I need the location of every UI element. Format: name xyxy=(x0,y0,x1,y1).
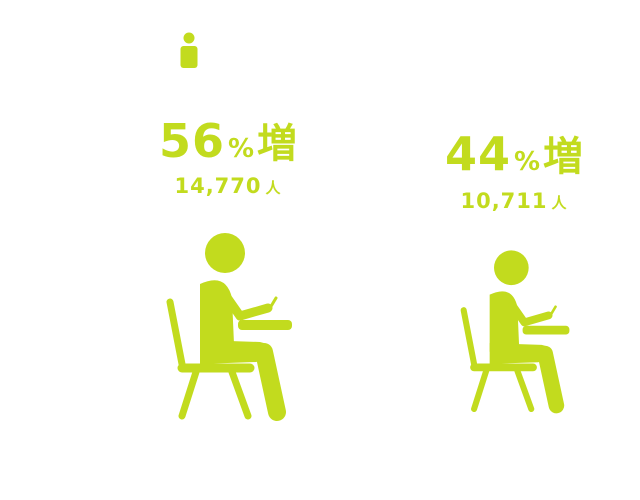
person-icon xyxy=(180,32,198,68)
seated-student-icon xyxy=(460,250,570,414)
percent-sign: % xyxy=(513,147,541,177)
increase-percentage: 56 % 増 xyxy=(148,118,308,164)
count-value: 10,711 xyxy=(460,189,548,213)
count-unit: 人 xyxy=(265,179,282,197)
increase-suffix: 増 xyxy=(543,134,584,180)
people-count: 14,770 人 xyxy=(148,176,308,197)
people-count: 10,711 人 xyxy=(432,191,596,212)
count-unit: 人 xyxy=(551,194,568,212)
increase-suffix: 増 xyxy=(257,121,298,167)
seated-student-icon xyxy=(166,233,292,421)
increase-percentage: 44 % 増 xyxy=(432,131,596,177)
percent-sign: % xyxy=(227,134,255,164)
stat-right: 44 % 増 10,711 人 xyxy=(432,131,596,212)
percent-value: 44 xyxy=(444,127,511,181)
count-value: 14,770 xyxy=(174,174,262,198)
stat-left: 56 % 増 14,770 人 xyxy=(148,118,308,197)
percent-value: 56 xyxy=(158,114,225,168)
